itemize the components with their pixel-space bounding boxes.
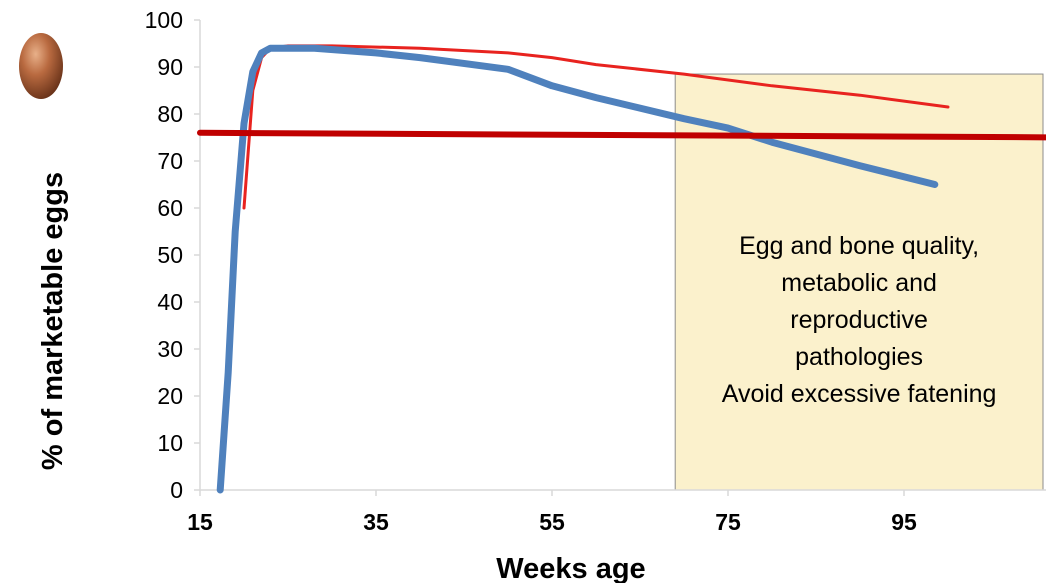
y-tick-label: 70 [157, 148, 183, 174]
annotation-line: Egg and bone quality, [739, 232, 979, 260]
x-tick-label: 35 [363, 509, 389, 535]
y-tick-label: 20 [157, 383, 183, 409]
egg-icon [19, 33, 63, 99]
y-tick-label: 80 [157, 101, 183, 127]
annotation-text: Egg and bone quality, metabolic and reprod… [722, 232, 997, 408]
series-layer [197, 44, 1046, 494]
y-tick-label: 50 [157, 242, 183, 268]
y-tick-label: 60 [157, 195, 183, 221]
y-tick-label: 100 [145, 7, 183, 33]
annotation-line: pathologies [795, 343, 923, 371]
y-tick-label: 10 [157, 430, 183, 456]
x-tick-label: 95 [891, 509, 917, 535]
y-tick-label: 90 [157, 54, 183, 80]
y-axis: 0 10 20 30 40 50 60 70 80 90 100 [145, 7, 201, 503]
annotation-line: reproductive [790, 306, 928, 334]
x-tick-label: 75 [715, 509, 741, 535]
x-tick-label: 55 [539, 509, 565, 535]
x-axis-title: Weeks age [496, 553, 645, 583]
x-tick-label: 15 [187, 509, 213, 535]
series-line-blue [216, 44, 939, 494]
annotation-line: Avoid excessive fatening [722, 380, 997, 408]
x-axis: 15 35 55 75 95 [187, 489, 1046, 535]
threshold-line [197, 129, 1046, 141]
y-axis-title: % of marketable eggs [37, 172, 69, 470]
y-tick-label: 30 [157, 336, 183, 362]
y-tick-label: 40 [157, 289, 183, 315]
y-tick-label: 0 [170, 477, 183, 503]
annotation-box [674, 73, 1044, 491]
annotation-line: metabolic and [781, 269, 937, 297]
